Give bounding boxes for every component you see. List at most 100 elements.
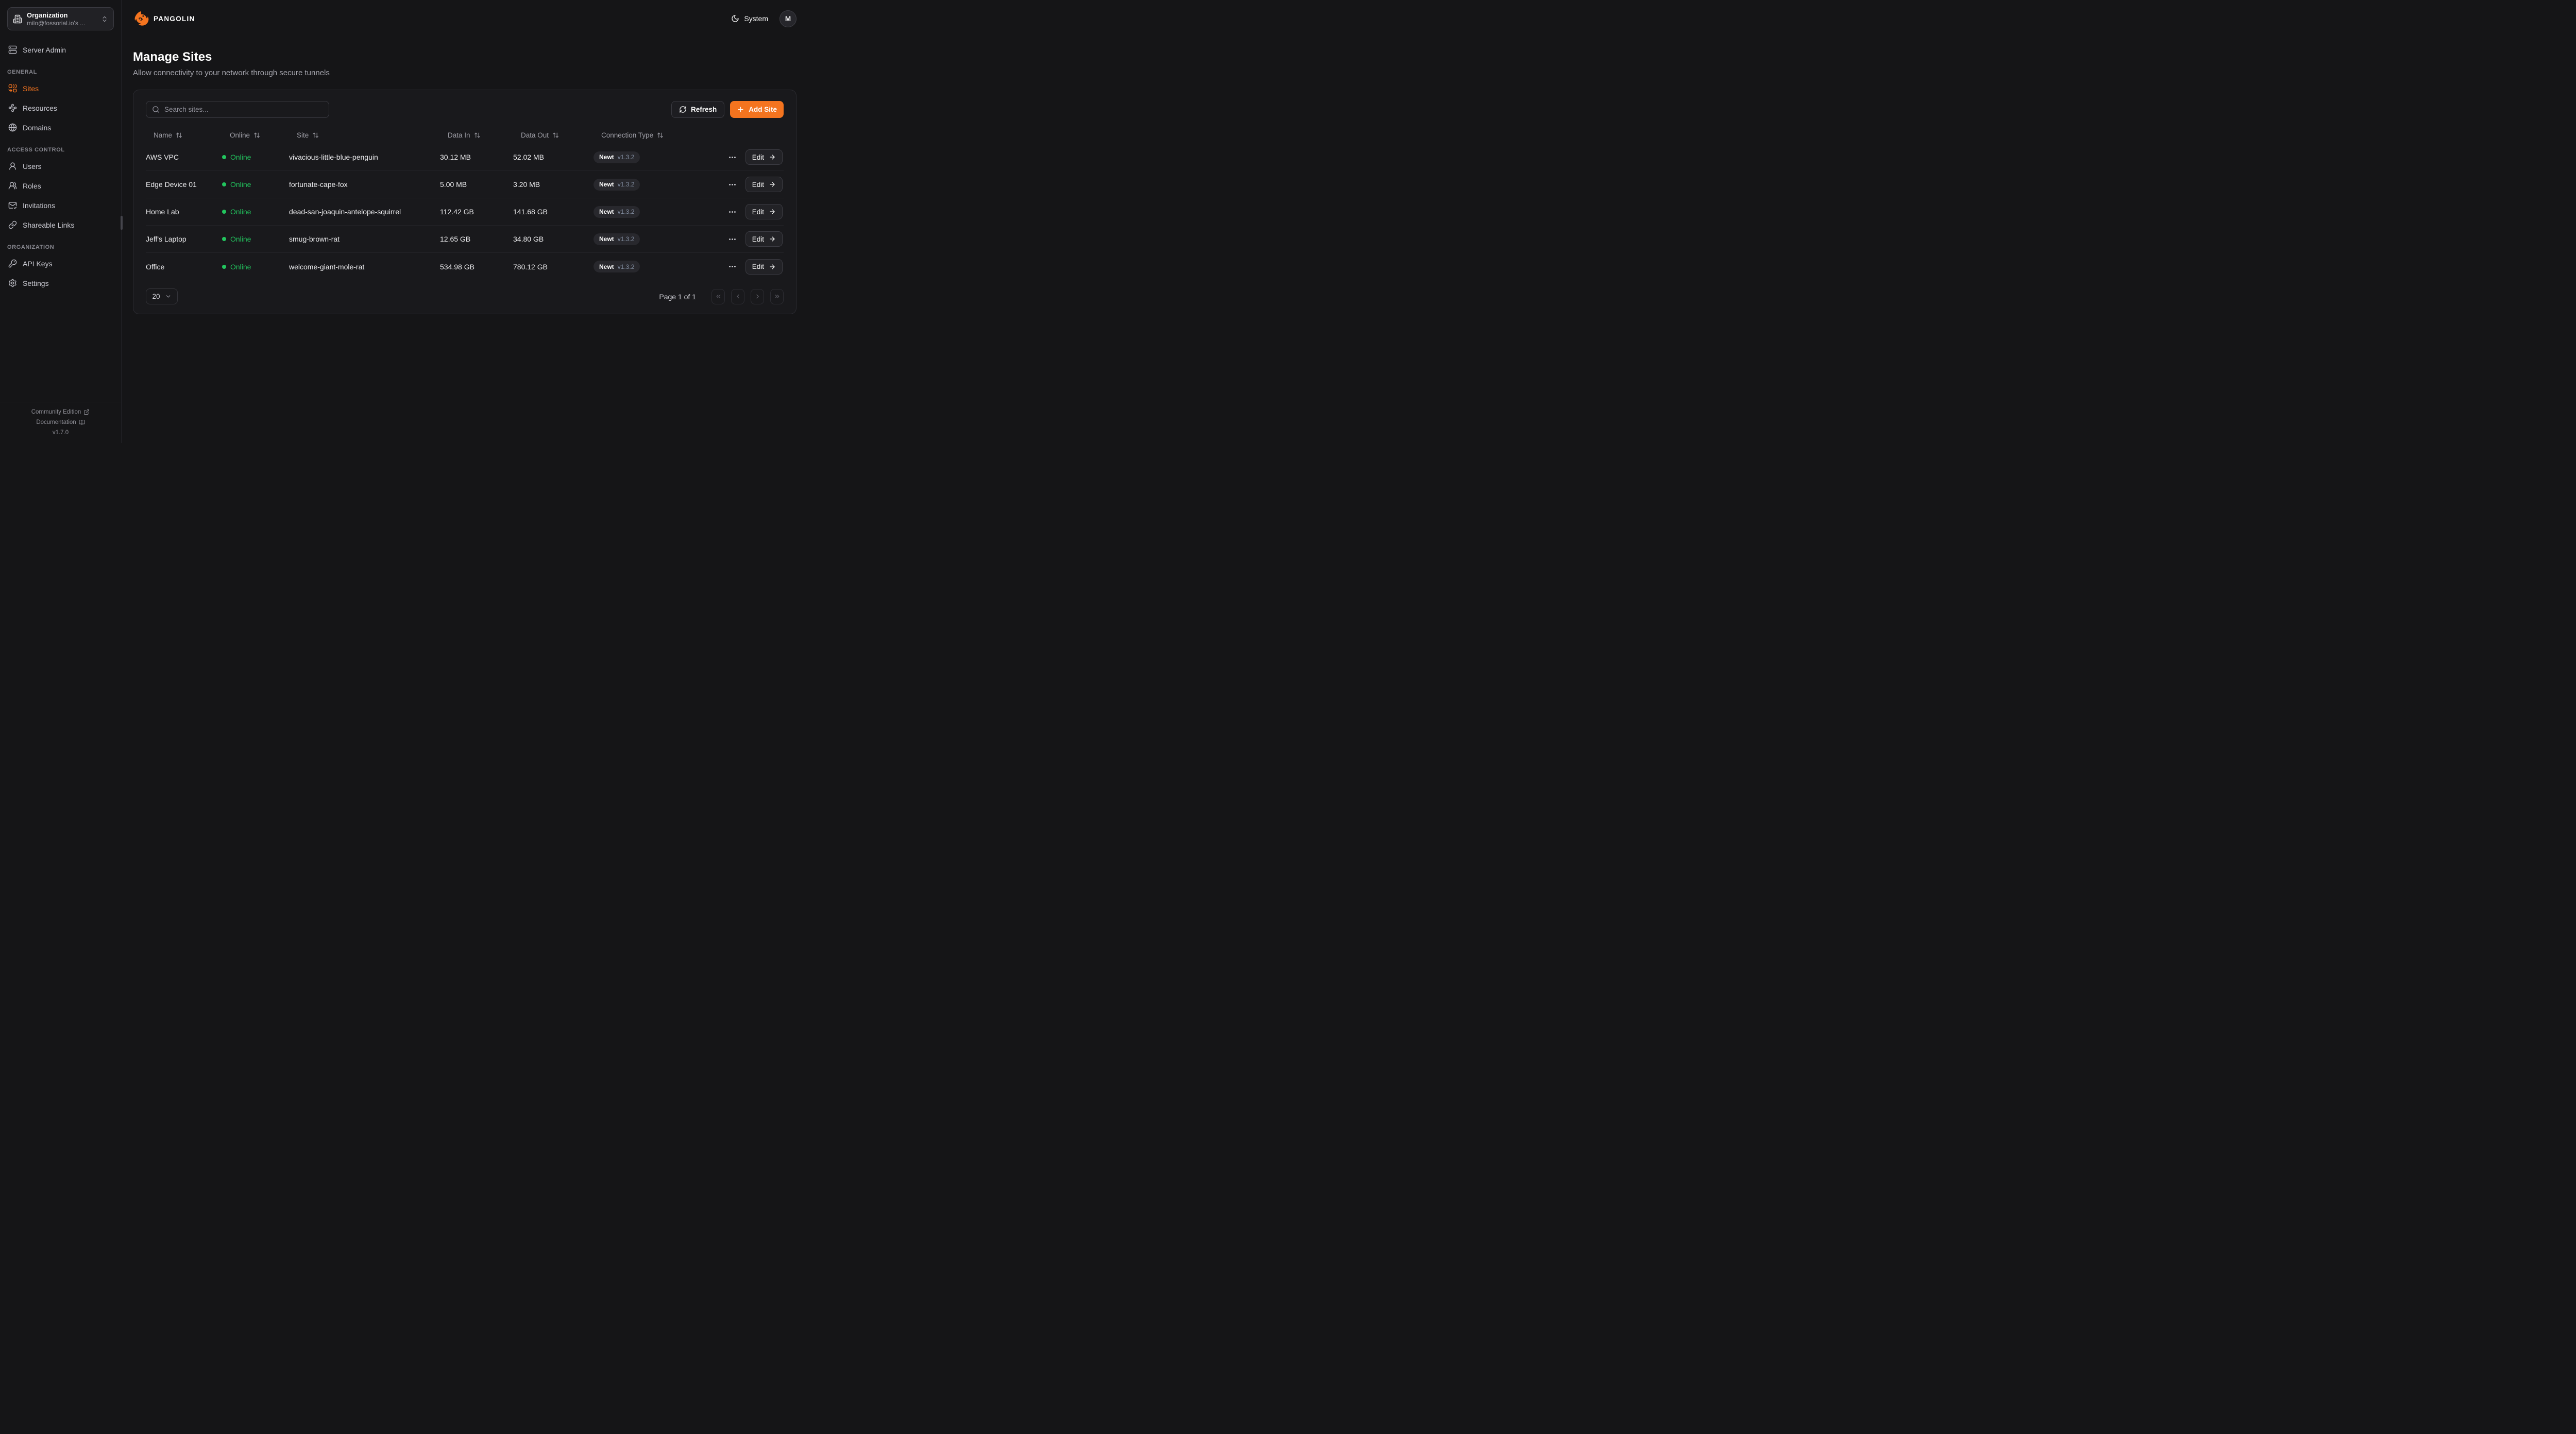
add-site-button[interactable]: Add Site — [730, 101, 784, 118]
table-row: Edge Device 01 Online fortunate-cape-fox… — [146, 171, 784, 198]
sidebar-item-api-keys[interactable]: API Keys — [7, 257, 114, 270]
theme-toggle[interactable]: System — [731, 14, 768, 23]
row-menu-button[interactable] — [728, 180, 737, 189]
last-page-button[interactable] — [770, 288, 784, 304]
site-id-cell: vivacious-little-blue-penguin — [289, 153, 378, 161]
row-menu-button[interactable] — [728, 262, 737, 271]
refresh-icon — [679, 106, 687, 113]
site-name-cell: Office — [146, 262, 165, 271]
sidebar-item-shareable-links[interactable]: Shareable Links — [7, 218, 114, 231]
sidebar-section-items: Users Roles Invitations Shareable Links — [7, 160, 114, 231]
chevron-down-icon — [165, 293, 172, 300]
column-header-online[interactable]: Online — [222, 131, 289, 139]
column-header-data-out[interactable]: Data Out — [513, 131, 594, 139]
sidebar-item-settings[interactable]: Settings — [7, 277, 114, 289]
sidebar-item-server-admin[interactable]: Server Admin — [7, 43, 114, 56]
brand-logo[interactable]: PANGOLIN — [133, 11, 195, 27]
online-status-dot — [222, 210, 226, 214]
column-header-name[interactable]: Name — [146, 131, 222, 139]
status-badge: Online — [230, 208, 251, 216]
row-menu-button[interactable] — [728, 153, 737, 162]
sidebar-item-users[interactable]: Users — [7, 160, 114, 173]
site-id-cell: smug-brown-rat — [289, 235, 340, 243]
sidebar-item-label: Resources — [23, 104, 57, 112]
status-cell: Online — [222, 208, 289, 216]
column-header-data-in[interactable]: Data In — [440, 131, 513, 139]
sidebar-item-domains[interactable]: Domains — [7, 121, 114, 134]
sidebar-item-sites[interactable]: Sites — [7, 82, 114, 95]
sidebar-item-label: Domains — [23, 123, 52, 132]
connection-type-badge: Newt v1.3.2 — [594, 178, 640, 191]
users-icon — [8, 181, 17, 190]
link-icon — [8, 220, 17, 229]
edit-button[interactable]: Edit — [745, 204, 783, 219]
edit-button[interactable]: Edit — [745, 231, 783, 247]
sidebar-item-label: Settings — [23, 279, 49, 287]
first-page-button[interactable] — [711, 288, 725, 304]
column-header-connection-type[interactable]: Connection Type — [594, 131, 686, 139]
server-icon — [8, 45, 17, 54]
table-row: AWS VPC Online vivacious-little-blue-pen… — [146, 144, 784, 171]
sidebar-footer: Community Edition Documentation v1.7.0 — [0, 402, 121, 443]
table-row: Jeff's Laptop Online smug-brown-rat 12.6… — [146, 226, 784, 253]
edit-button[interactable]: Edit — [745, 259, 783, 275]
sidebar-item-resources[interactable]: Resources — [7, 101, 114, 114]
sidebar-item-roles[interactable]: Roles — [7, 179, 114, 192]
data-out-cell: 780.12 GB — [513, 262, 548, 271]
column-header-site[interactable]: Site — [289, 131, 440, 139]
search-input[interactable] — [164, 106, 323, 113]
connection-type-badge: Newt v1.3.2 — [594, 206, 640, 218]
refresh-button[interactable]: Refresh — [671, 101, 725, 118]
sidebar-section-label: ACCESS CONTROL — [7, 147, 65, 153]
previous-page-button[interactable] — [731, 288, 744, 304]
add-site-button-label: Add Site — [749, 106, 777, 113]
documentation-link[interactable]: Documentation — [36, 419, 85, 425]
connection-type-badge: Newt v1.3.2 — [594, 233, 640, 245]
search-icon — [152, 106, 160, 113]
row-actions: Edit — [686, 204, 784, 219]
edit-button[interactable]: Edit — [745, 149, 783, 165]
connection-type-cell: Newt v1.3.2 — [594, 233, 686, 245]
sites-card: Refresh Add Site Name Online — [133, 90, 796, 314]
version-label: v1.7.0 — [52, 430, 69, 436]
refresh-button-label: Refresh — [690, 106, 717, 113]
chevrons-right-icon — [774, 293, 781, 300]
avatar[interactable]: M — [779, 10, 796, 27]
sidebar-item-label: API Keys — [23, 259, 53, 268]
next-page-button[interactable] — [751, 288, 764, 304]
page-header: Manage Sites Allow connectivity to your … — [122, 37, 808, 77]
page-title: Manage Sites — [133, 50, 212, 64]
pangolin-logo-icon — [133, 11, 149, 27]
status-badge: Online — [230, 235, 251, 243]
row-actions: Edit — [686, 177, 784, 192]
connection-name: Newt — [599, 181, 614, 188]
community-edition-link[interactable]: Community Edition — [31, 409, 90, 415]
sort-icon — [474, 132, 481, 139]
sidebar-item-invitations[interactable]: Invitations — [7, 199, 114, 212]
book-open-icon — [79, 419, 85, 425]
row-menu-button[interactable] — [728, 208, 737, 216]
connection-name: Newt — [599, 153, 614, 161]
sidebar-resize-handle[interactable] — [121, 216, 123, 230]
column-label: Site — [297, 131, 309, 139]
rows-per-page-select[interactable]: 20 — [146, 288, 178, 304]
rows-per-page-value: 20 — [152, 293, 160, 300]
chevrons-left-icon — [715, 293, 722, 300]
app-root: Organization milo@fossorial.io's ... Ser… — [0, 0, 808, 443]
row-actions: Edit — [686, 231, 784, 247]
edit-button[interactable]: Edit — [745, 177, 783, 192]
table-body: AWS VPC Online vivacious-little-blue-pen… — [146, 144, 784, 280]
building-icon — [13, 14, 22, 24]
pagination: 20 Page 1 of 1 — [146, 288, 784, 304]
connection-version: v1.3.2 — [617, 153, 635, 161]
status-badge: Online — [230, 262, 251, 271]
sidebar: Organization milo@fossorial.io's ... Ser… — [0, 0, 122, 443]
org-switcher[interactable]: Organization milo@fossorial.io's ... — [7, 7, 114, 30]
org-switcher-text: Organization milo@fossorial.io's ... — [27, 11, 96, 27]
data-out-cell: 3.20 MB — [513, 180, 540, 189]
row-menu-button[interactable] — [728, 235, 737, 244]
arrow-right-icon — [769, 181, 776, 188]
table-header: Name Online Site Data In — [146, 126, 784, 144]
sidebar-section: ORGANIZATION API Keys Settings — [7, 244, 114, 289]
sites-toolbar: Refresh Add Site — [146, 101, 784, 118]
